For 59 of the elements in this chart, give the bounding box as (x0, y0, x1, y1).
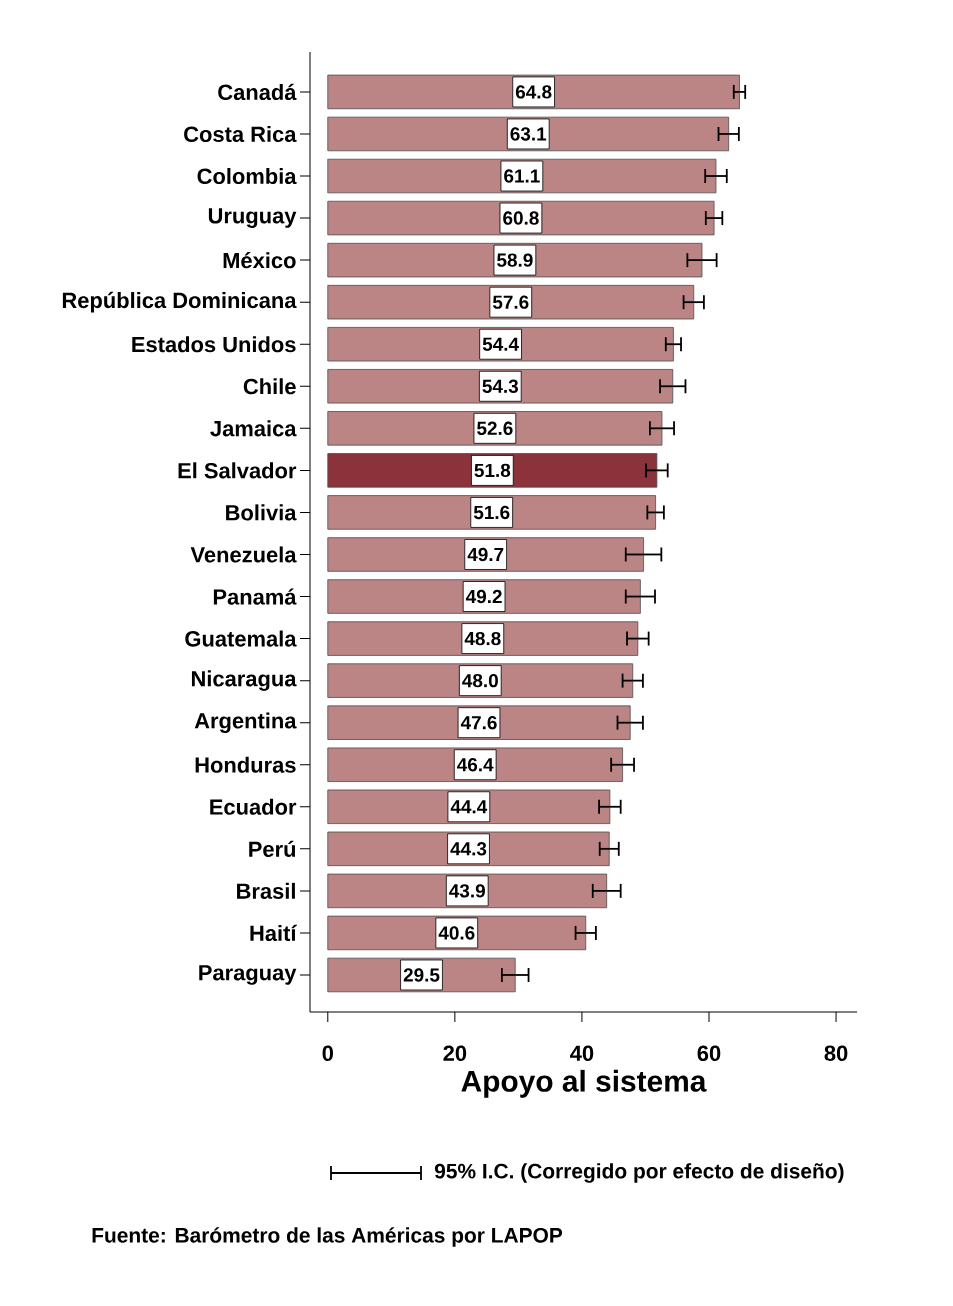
data-label: 60.8 (503, 211, 539, 225)
data-label: 40.6 (438, 926, 475, 940)
y-tick-label: Uruguay (208, 208, 297, 228)
y-tick-label: Bolivia (226, 504, 297, 521)
data-label: 46.4 (457, 758, 494, 772)
data-label: 29.5 (403, 968, 440, 982)
bar (327, 284, 695, 320)
bar (327, 242, 703, 278)
y-tick-label: Colombia (197, 167, 297, 185)
y-tick-label: México (223, 251, 296, 269)
bar (327, 200, 715, 236)
data-label: 63.1 (510, 127, 547, 141)
y-tick-label: Guatemala (185, 630, 297, 647)
bar (327, 116, 730, 152)
y-tick-label: Argentina (194, 712, 297, 733)
y-tick-label: Canadá (218, 83, 297, 101)
text: 95% I.C. (Corregido por efecto de diseño) (434, 1163, 844, 1183)
y-tick-label: Honduras (195, 756, 296, 773)
data-label: 48.0 (462, 673, 498, 688)
data-label: 61.1 (504, 169, 540, 183)
data-label: 49.2 (465, 589, 502, 604)
y-tick-label: República Dominicana (62, 291, 297, 313)
data-label: 54.4 (482, 337, 519, 351)
data-label: 44.3 (450, 842, 487, 856)
y-tick-label: Ecuador (210, 798, 297, 815)
y-tick-label: Chile (243, 378, 296, 395)
x-tick-label: 40 (570, 1045, 594, 1062)
data-label: 49.7 (467, 547, 504, 562)
data-label: 58.9 (497, 253, 533, 267)
bar (327, 327, 674, 362)
data-label: 51.6 (473, 505, 510, 520)
data-label: 51.8 (474, 463, 511, 478)
data-label: 44.4 (450, 800, 488, 814)
bar (327, 74, 740, 110)
data-label: 64.8 (515, 85, 552, 99)
y-tick-label: Panamá (213, 588, 297, 605)
y-tick-label: Haití (250, 924, 298, 942)
y-tick-label: Brasil (237, 882, 295, 899)
x-tick-label: 20 (443, 1045, 467, 1062)
y-tick-label: Perú (249, 840, 296, 857)
y-tick-label: Paraguay (199, 965, 297, 985)
data-label: 57.6 (492, 295, 529, 309)
x-axis-title: Apoyo al sistema (461, 1069, 707, 1098)
y-tick-label: El Salvador (178, 462, 297, 479)
data-label: 48.8 (464, 631, 501, 646)
x-tick-label: 0 (322, 1045, 333, 1062)
y-tick-label: Estados Unidos (132, 336, 296, 353)
data-label: 47.6 (460, 715, 497, 730)
y-tick-label: Jamaica (210, 420, 297, 437)
bar (327, 158, 717, 194)
source-note: Fuente: Barómetro de las Américas por LAPOP (92, 1227, 563, 1247)
data-label: 43.9 (449, 884, 485, 898)
y-tick-label: Nicaragua (191, 670, 297, 691)
x-tick-label: 60 (697, 1045, 721, 1062)
data-label: 52.6 (477, 421, 513, 436)
data-label: 54.3 (482, 379, 519, 393)
y-tick-label: Venezuela (190, 546, 297, 563)
x-tick-label: 80 (824, 1045, 848, 1062)
y-tick-label: Costa Rica (184, 125, 297, 143)
